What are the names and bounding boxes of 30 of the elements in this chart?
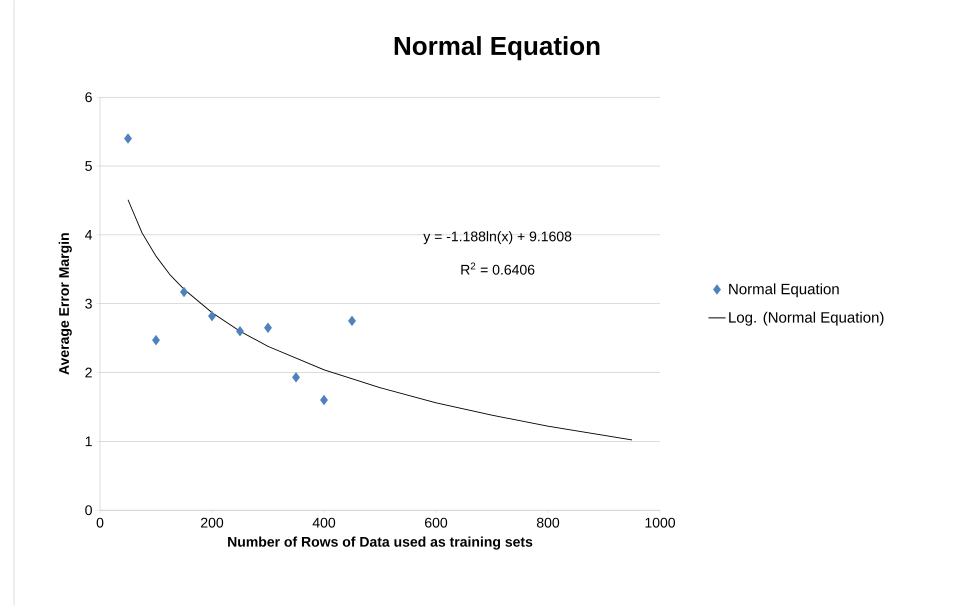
- point: [320, 394, 328, 406]
- y-tick-label: 1: [86, 436, 92, 446]
- point: [264, 322, 272, 333]
- annotation: R$^{2}$ = 0.6406: [461, 262, 534, 275]
- y-tick-label: 2: [85, 367, 92, 378]
- x-tick-label: 800: [536, 518, 560, 528]
- point: [180, 286, 188, 298]
- y-tick-label: 5: [85, 160, 92, 171]
- point: [208, 310, 216, 322]
- y-axis-title: Average Error Margin: [58, 233, 72, 374]
- point: [236, 326, 244, 336]
- legend-label: Normal Equation: [729, 283, 839, 298]
- chart-title: Normal Equation: [394, 36, 600, 60]
- y-tick-label: 0: [85, 505, 92, 515]
- y-tick-label: 3: [85, 298, 92, 308]
- x-axis-title: Number of Rows of Data used as training sets: [228, 536, 532, 550]
- line-series: [128, 199, 632, 440]
- x-tick-label: 400: [312, 518, 336, 528]
- point: [292, 372, 300, 382]
- point: [152, 334, 160, 346]
- y-tick-label: 4: [85, 230, 92, 240]
- annotation: y = -1.188ln(x) + 9.1608: [423, 230, 572, 244]
- point: [124, 133, 132, 144]
- x-tick-label: 200: [201, 518, 224, 528]
- point: [348, 316, 356, 326]
- y-tick-label: 6: [85, 92, 92, 102]
- x-tick-label: 600: [425, 518, 448, 528]
- x-tick-label: 1000: [646, 518, 676, 528]
- x-tick-label: 0: [96, 518, 104, 528]
- legend-label: Log. (Normal Equation): [729, 312, 884, 326]
